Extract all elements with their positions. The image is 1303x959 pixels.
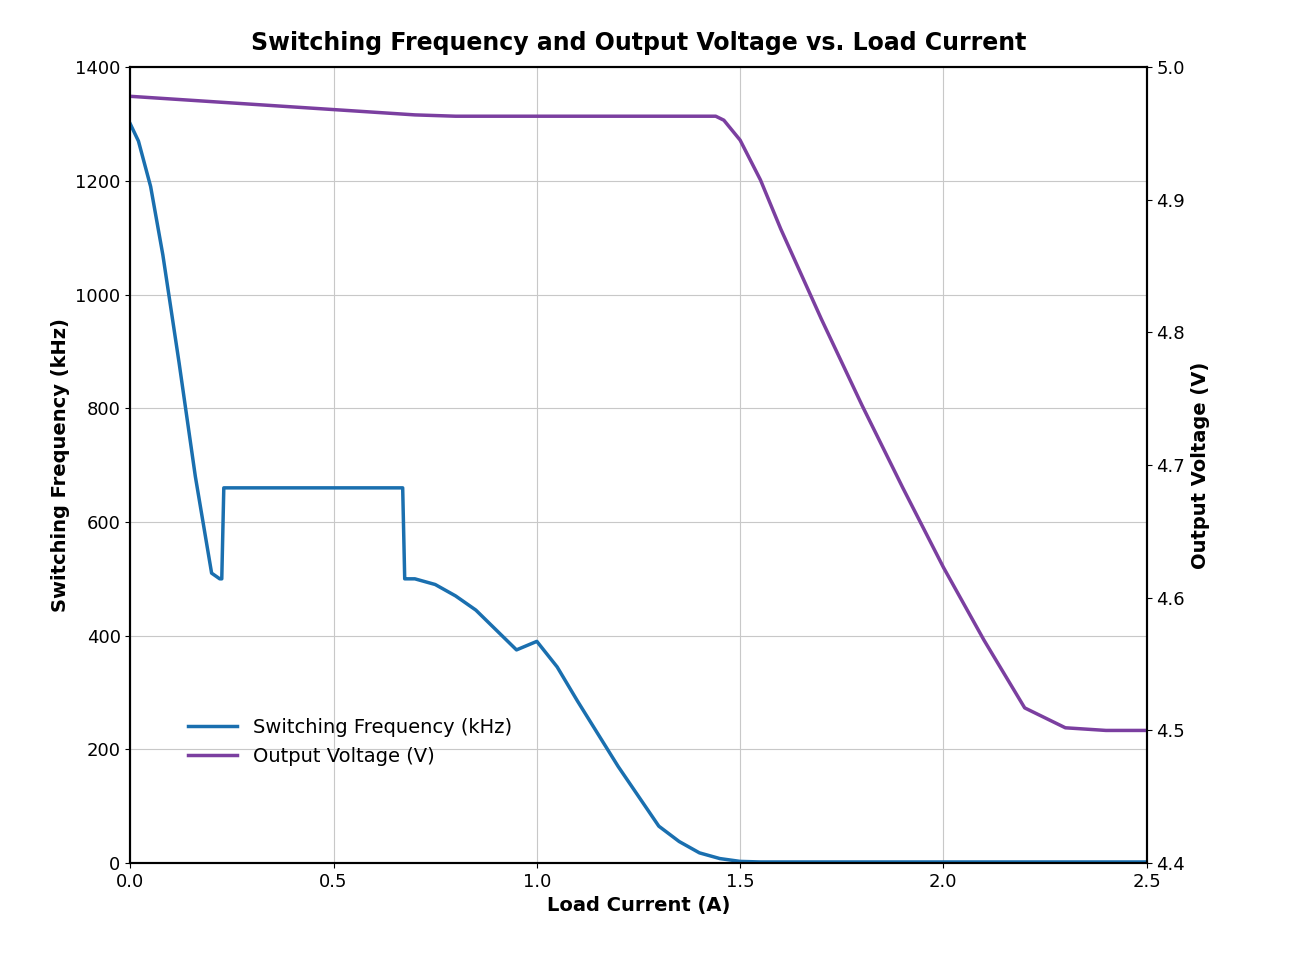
Output Voltage (V) (1058, 722, 1074, 734)
Output Voltage (V) (569, 110, 585, 122)
Switching Frequency (kHz) (529, 636, 545, 647)
Switching Frequency (kHz) (399, 573, 414, 585)
Output Voltage (V) (652, 110, 667, 122)
Switching Frequency (kHz) (326, 482, 341, 494)
Switching Frequency (kHz) (427, 579, 443, 591)
Switching Frequency (kHz) (732, 855, 748, 867)
Output Voltage (V) (813, 314, 829, 325)
Switching Frequency (kHz) (232, 482, 248, 494)
Switching Frequency (kHz) (265, 482, 280, 494)
Output Voltage (V) (610, 110, 625, 122)
Output Voltage (V) (245, 99, 261, 110)
Switching Frequency (kHz) (692, 847, 708, 858)
Switching Frequency (kHz) (245, 482, 261, 494)
Switching Frequency (kHz) (155, 249, 171, 261)
Output Voltage (V) (203, 96, 219, 107)
Output Voltage (V) (976, 635, 992, 646)
Switching Frequency (kHz) (366, 482, 382, 494)
Switching Frequency (kHz) (203, 568, 219, 579)
Switching Frequency (kHz) (936, 856, 951, 868)
Output Voltage (V) (753, 175, 769, 186)
Switching Frequency (kHz) (214, 573, 229, 585)
X-axis label: Load Current (A): Load Current (A) (547, 897, 730, 916)
Switching Frequency (kHz) (212, 573, 228, 585)
Switching Frequency (kHz) (395, 482, 410, 494)
Output Voltage (V) (285, 102, 301, 113)
Switching Frequency (kHz) (236, 482, 251, 494)
Switching Frequency (kHz) (305, 482, 321, 494)
Output Voltage (V) (489, 110, 504, 122)
Switching Frequency (kHz) (387, 482, 403, 494)
Output Voltage (V) (708, 110, 723, 122)
Switching Frequency (kHz) (397, 573, 413, 585)
Switching Frequency (kHz) (508, 644, 524, 656)
Switching Frequency (kHz) (285, 482, 301, 494)
Switching Frequency (kHz) (753, 856, 769, 868)
Output Voltage (V) (855, 400, 870, 411)
Switching Frequency (kHz) (1016, 856, 1032, 868)
Switching Frequency (kHz) (489, 624, 504, 636)
Switching Frequency (kHz) (773, 856, 788, 868)
Output Voltage (V) (122, 90, 138, 102)
Switching Frequency (kHz) (1139, 856, 1154, 868)
Output Voltage (V) (163, 93, 179, 105)
Switching Frequency (kHz) (671, 835, 687, 847)
Switching Frequency (kHz) (711, 853, 727, 864)
Output Voltage (V) (692, 110, 708, 122)
Output Voltage (V) (936, 562, 951, 573)
Legend: Switching Frequency (kHz), Output Voltage (V): Switching Frequency (kHz), Output Voltag… (181, 711, 520, 774)
Title: Switching Frequency and Output Voltage vs. Load Current: Switching Frequency and Output Voltage v… (250, 32, 1027, 56)
Output Voltage (V) (366, 106, 382, 118)
Output Voltage (V) (895, 482, 911, 494)
Switching Frequency (kHz) (122, 118, 138, 129)
Switching Frequency (kHz) (407, 573, 422, 585)
Switching Frequency (kHz) (569, 695, 585, 707)
Switching Frequency (kHz) (724, 854, 740, 866)
Output Voltage (V) (448, 110, 464, 122)
Output Voltage (V) (326, 104, 341, 115)
Output Voltage (V) (1016, 702, 1032, 713)
Switching Frequency (kHz) (347, 482, 362, 494)
Switching Frequency (kHz) (171, 357, 186, 368)
Output Voltage (V) (717, 114, 732, 126)
Y-axis label: Output Voltage (V): Output Voltage (V) (1191, 362, 1209, 569)
Line: Output Voltage (V): Output Voltage (V) (130, 96, 1147, 731)
Switching Frequency (kHz) (130, 135, 146, 147)
Switching Frequency (kHz) (652, 820, 667, 831)
Line: Switching Frequency (kHz): Switching Frequency (kHz) (130, 124, 1147, 862)
Switching Frequency (kHz) (448, 590, 464, 601)
Switching Frequency (kHz) (468, 604, 483, 616)
Switching Frequency (kHz) (550, 661, 566, 672)
Switching Frequency (kHz) (143, 180, 159, 192)
Y-axis label: Switching Frequency (kHz): Switching Frequency (kHz) (51, 318, 69, 612)
Output Voltage (V) (1139, 725, 1154, 737)
Switching Frequency (kHz) (855, 856, 870, 868)
Output Voltage (V) (529, 110, 545, 122)
Output Voltage (V) (773, 223, 788, 235)
Switching Frequency (kHz) (188, 471, 203, 482)
Switching Frequency (kHz) (216, 482, 232, 494)
Switching Frequency (kHz) (610, 760, 625, 772)
Output Voltage (V) (1098, 725, 1114, 737)
Output Voltage (V) (407, 109, 422, 121)
Output Voltage (V) (732, 134, 748, 146)
